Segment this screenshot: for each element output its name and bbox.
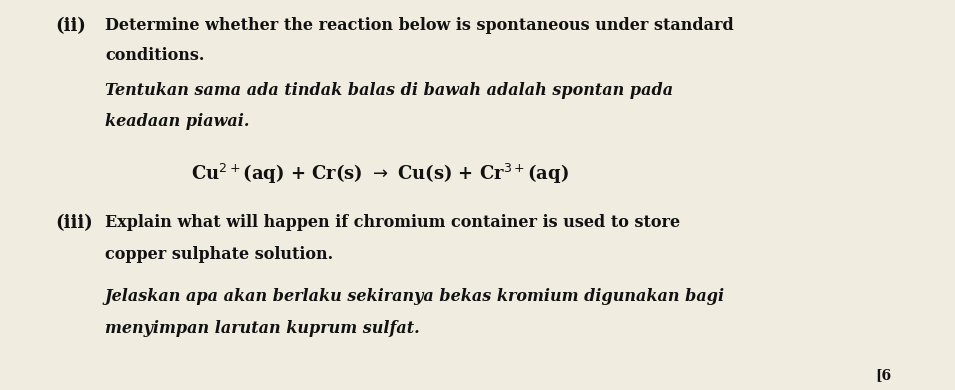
Text: Tentukan sama ada tindak balas di bawah adalah spontan pada: Tentukan sama ada tindak balas di bawah …	[105, 82, 673, 99]
Text: Determine whether the reaction below is spontaneous under standard: Determine whether the reaction below is …	[105, 17, 733, 34]
Text: keadaan piawai.: keadaan piawai.	[105, 113, 249, 130]
Text: menyimpan larutan kuprum sulfat.: menyimpan larutan kuprum sulfat.	[105, 320, 420, 337]
Text: Cu$^{2+}$(aq) + Cr(s) $\rightarrow$ Cu(s) + Cr$^{3+}$(aq): Cu$^{2+}$(aq) + Cr(s) $\rightarrow$ Cu(s…	[191, 162, 569, 186]
Text: Explain what will happen if chromium container is used to store: Explain what will happen if chromium con…	[105, 214, 680, 231]
Text: conditions.: conditions.	[105, 47, 204, 64]
Text: [6: [6	[875, 368, 891, 382]
Text: copper sulphate solution.: copper sulphate solution.	[105, 246, 333, 263]
Text: (ii): (ii)	[55, 17, 86, 35]
Text: Jelaskan apa akan berlaku sekiranya bekas kromium digunakan bagi: Jelaskan apa akan berlaku sekiranya beka…	[105, 288, 725, 305]
Text: (iii): (iii)	[55, 214, 93, 232]
